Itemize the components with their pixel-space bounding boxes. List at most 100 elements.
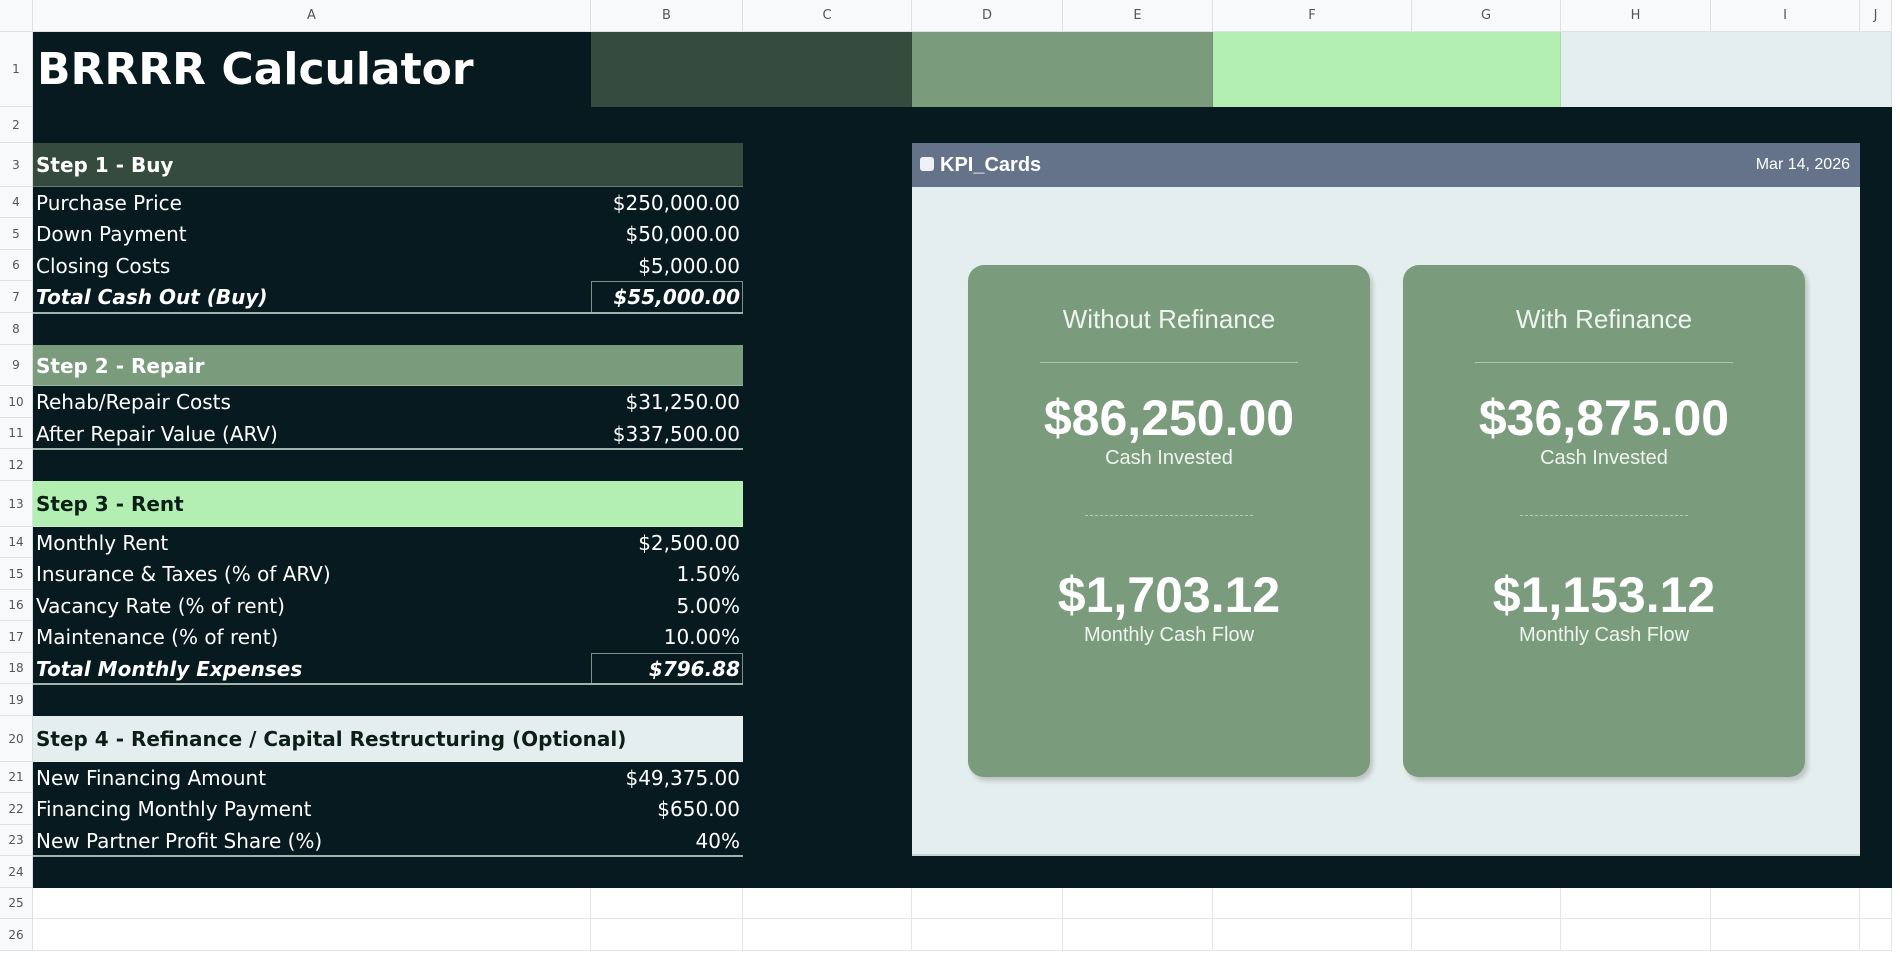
row-value: $650.00 bbox=[657, 797, 740, 821]
row-header[interactable]: 24 bbox=[0, 856, 33, 888]
row-header[interactable]: 15 bbox=[0, 558, 33, 590]
header-band bbox=[912, 32, 1213, 107]
metric-value: $1,153.12 bbox=[1492, 567, 1716, 623]
metric-label: Monthly Cash Flow bbox=[1518, 624, 1690, 646]
row-header[interactable]: 9 bbox=[0, 345, 33, 386]
cell[interactable] bbox=[1860, 888, 1892, 919]
row-header[interactable]: 14 bbox=[0, 527, 33, 558]
total-value: $55,000.00 bbox=[613, 285, 740, 309]
cell[interactable] bbox=[1561, 919, 1711, 951]
row-header[interactable]: 2 bbox=[0, 107, 33, 143]
row-value: $337,500.00 bbox=[612, 421, 740, 446]
kpi-icon bbox=[920, 157, 934, 171]
row-header[interactable]: 25 bbox=[0, 888, 33, 919]
kpi-date: Mar 14, 2026 bbox=[1755, 156, 1850, 173]
cell[interactable] bbox=[1063, 888, 1213, 919]
row-header[interactable]: 19 bbox=[0, 684, 33, 716]
row-header[interactable]: 8 bbox=[0, 313, 33, 345]
header-band bbox=[591, 32, 912, 107]
cell[interactable] bbox=[591, 888, 743, 919]
row-header[interactable]: 17 bbox=[0, 621, 33, 653]
row-value: $2,500.00 bbox=[638, 530, 740, 555]
column-header[interactable]: E bbox=[1063, 0, 1213, 32]
row-header[interactable]: 18 bbox=[0, 653, 33, 684]
section-rule bbox=[33, 448, 743, 450]
row-header[interactable]: 12 bbox=[0, 449, 33, 481]
row-label: New Partner Profit Share (%) bbox=[36, 828, 323, 853]
column-header[interactable]: I bbox=[1711, 0, 1860, 32]
row-label: Closing Costs bbox=[36, 253, 171, 278]
cell[interactable] bbox=[1213, 919, 1412, 951]
row-value: $31,250.00 bbox=[625, 390, 740, 414]
row-header[interactable]: 11 bbox=[0, 418, 33, 449]
cell[interactable] bbox=[33, 888, 591, 919]
cell[interactable] bbox=[1561, 888, 1711, 919]
card-divider bbox=[1475, 362, 1733, 363]
row-header[interactable]: 16 bbox=[0, 590, 33, 621]
cell[interactable] bbox=[743, 888, 912, 919]
cell[interactable] bbox=[33, 919, 591, 951]
row-label: Financing Monthly Payment bbox=[36, 797, 312, 821]
row-value: 1.50% bbox=[676, 562, 740, 586]
header-band bbox=[1213, 32, 1561, 107]
cell[interactable] bbox=[591, 919, 743, 951]
cell[interactable] bbox=[1412, 919, 1561, 951]
section-header-bg bbox=[33, 345, 743, 386]
card-title: With Refinance bbox=[1515, 304, 1693, 334]
row-label: Vacancy Rate (% of rent) bbox=[36, 593, 285, 618]
cell[interactable] bbox=[912, 888, 1063, 919]
card-divider bbox=[1040, 362, 1298, 363]
row-value: $5,000.00 bbox=[638, 253, 740, 278]
row-label: Purchase Price bbox=[36, 190, 182, 215]
row-header[interactable]: 26 bbox=[0, 919, 33, 951]
metric-label: Cash Invested bbox=[1105, 447, 1233, 469]
row-header[interactable]: 22 bbox=[0, 793, 33, 825]
column-header[interactable]: G bbox=[1412, 0, 1561, 32]
column-header[interactable]: D bbox=[912, 0, 1063, 32]
section-header-bg bbox=[33, 716, 743, 762]
cell[interactable] bbox=[1711, 919, 1860, 951]
row-header[interactable]: 6 bbox=[0, 250, 33, 281]
row-value: 10.00% bbox=[663, 625, 740, 649]
row-label: After Repair Value (ARV) bbox=[36, 421, 278, 446]
row-label: New Financing Amount bbox=[36, 765, 267, 790]
row-header[interactable]: 7 bbox=[0, 281, 33, 313]
kpi-titlebar bbox=[912, 143, 1860, 187]
row-header[interactable]: 13 bbox=[0, 481, 33, 527]
column-header[interactable]: C bbox=[743, 0, 912, 32]
row-header[interactable]: 23 bbox=[0, 825, 33, 856]
row-header[interactable]: 3 bbox=[0, 143, 33, 187]
column-header[interactable]: B bbox=[591, 0, 743, 32]
corner bbox=[0, 0, 33, 32]
row-header[interactable]: 4 bbox=[0, 187, 33, 218]
card-divider bbox=[1520, 515, 1688, 516]
card-divider bbox=[1085, 515, 1253, 516]
cell[interactable] bbox=[1412, 888, 1561, 919]
column-header[interactable]: F bbox=[1213, 0, 1412, 32]
cell[interactable] bbox=[1063, 919, 1213, 951]
cell[interactable] bbox=[1213, 888, 1412, 919]
row-label: Insurance & Taxes (% of ARV) bbox=[36, 562, 331, 586]
row-header[interactable]: 10 bbox=[0, 386, 33, 418]
row-label: Down Payment bbox=[36, 222, 187, 246]
row-value: 5.00% bbox=[676, 593, 740, 618]
row-header[interactable]: 1 bbox=[0, 32, 33, 107]
row-header[interactable]: 20 bbox=[0, 716, 33, 762]
total-value: $796.88 bbox=[648, 656, 740, 681]
section-header-bg bbox=[33, 143, 743, 187]
row-header[interactable]: 5 bbox=[0, 218, 33, 250]
column-header[interactable]: H bbox=[1561, 0, 1711, 32]
cell[interactable] bbox=[1860, 919, 1892, 951]
row-header[interactable]: 21 bbox=[0, 762, 33, 793]
column-header[interactable]: A bbox=[33, 0, 591, 32]
metric-value: $1,703.12 bbox=[1057, 567, 1281, 623]
cell[interactable] bbox=[743, 919, 912, 951]
card-title: Without Refinance bbox=[1062, 304, 1276, 334]
row-value: $50,000.00 bbox=[625, 222, 740, 246]
cell[interactable] bbox=[1711, 888, 1860, 919]
cell[interactable] bbox=[912, 919, 1063, 951]
column-header[interactable]: J bbox=[1860, 0, 1892, 32]
row-label: Maintenance (% of rent) bbox=[36, 625, 279, 649]
